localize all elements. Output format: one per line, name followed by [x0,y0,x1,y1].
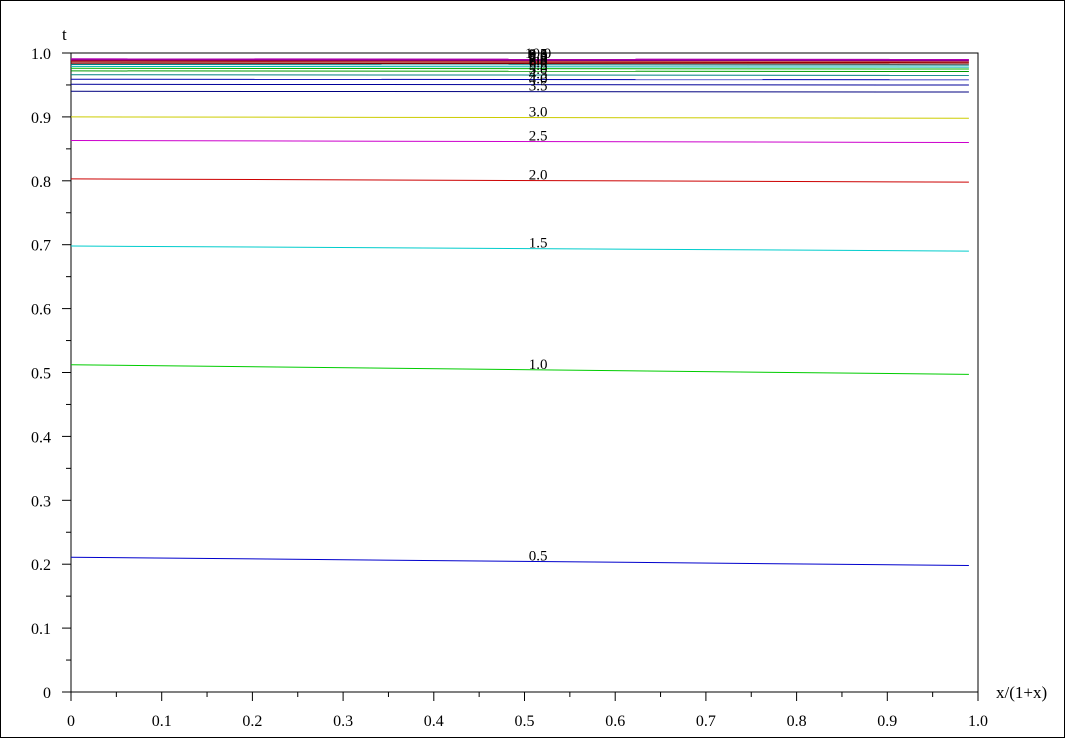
series-label-4.5: 4.5 [529,67,548,83]
x-axis-label: x/(1+x) [996,683,1047,702]
series-line-8.0 [70,61,969,64]
x-tick-label: 0.1 [152,713,172,730]
y-tick-label: 0.1 [31,621,51,638]
series-line-7.0 [70,64,969,66]
series-label-8.5: 8.5 [529,48,548,64]
series-label-2.5: 2.5 [529,129,548,145]
x-tick-label: 0 [67,713,75,730]
series-line-5.5 [70,70,969,72]
series-label-3.0: 3.0 [529,105,548,121]
x-tick-label: 0.4 [424,713,444,730]
y-tick-label: 1.0 [31,46,51,63]
y-axis-label: t [62,25,67,44]
series-line-2.0 [70,178,969,183]
series-label-10.0: 10.0 [525,46,551,62]
series-label-7.0: 7.0 [529,52,548,68]
series-line-9.5 [70,58,969,61]
y-tick-label: 0.7 [31,238,51,255]
series-label-6.5: 6.5 [529,54,548,70]
series-line-3.5 [70,90,969,93]
y-tick-label: 0 [43,685,51,702]
series-label-8.0: 8.0 [529,49,548,65]
series-line-3.0 [70,116,969,119]
series-line-9.0 [70,59,969,62]
series-line-4.5 [70,78,969,81]
series-label-5.0: 5.0 [529,62,548,78]
series-label-7.5: 7.5 [529,51,548,67]
series-label-4.0: 4.0 [529,72,548,88]
series-line-10.0 [70,58,969,60]
x-tick-label: 0.3 [333,713,353,730]
y-tick-label: 0.4 [31,429,51,446]
series-label-9.0: 9.0 [529,47,548,63]
y-tick-label: 0.9 [31,110,51,127]
x-tick-label: 0.9 [877,713,897,730]
series-line-1.5 [70,245,969,252]
y-tick-label: 0.6 [31,302,51,319]
axis-ticks: 0 0.1 0.2 0.3 0.4 0.5 0.6 0.7 0.8 0.9 1.0 0 0.1 0.2 0.… [31,46,988,730]
series-line-0.5 [70,556,969,566]
series-line-1.0 [70,364,969,375]
series-line-6.5 [70,65,969,68]
y-tick-label: 0.8 [31,174,51,191]
series-lines [70,58,969,566]
series-line-4.0 [70,83,969,86]
x-tick-label: 1.0 [968,713,988,730]
series-line-5.0 [70,74,969,76]
x-tick-label: 0.6 [605,713,625,730]
x-tick-label: 0.5 [515,713,535,730]
series-line-2.5 [70,140,969,143]
series-label-2.0: 2.0 [529,168,548,184]
x-tick-label: 0.7 [696,713,716,730]
y-tick-label: 0.2 [31,557,51,574]
series-label-3.5: 3.5 [529,79,548,95]
x-tick-label: 0.8 [787,713,807,730]
series-line-7.5 [70,62,969,65]
y-tick-label: 0.5 [31,366,51,383]
y-tick-label: 0.3 [31,493,51,510]
series-label-1.0: 1.0 [529,357,548,373]
series-label-9.5: 9.5 [529,47,548,63]
x-tick-label: 0.2 [242,713,262,730]
series-line-8.5 [70,60,969,62]
series-line-6.0 [70,67,969,70]
series-label-0.5: 0.5 [529,548,548,564]
series-labels: 0.5 1.0 1.5 2.0 2.5 3.0 3.54.04.55.05.56.06.57… [525,46,551,564]
series-label-1.5: 1.5 [529,236,548,252]
series-label-6.0: 6.0 [529,56,548,72]
series-label-5.5: 5.5 [529,58,548,74]
